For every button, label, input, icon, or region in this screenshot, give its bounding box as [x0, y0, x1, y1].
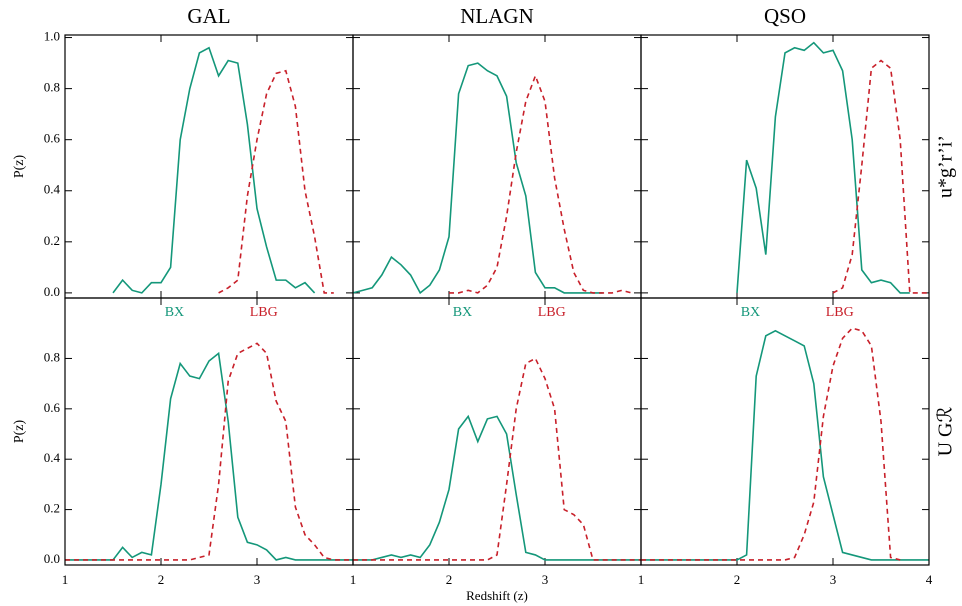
- row-label: U Gℛ: [935, 407, 957, 457]
- series-line: [641, 327, 901, 561]
- x-tick-label: 1: [350, 572, 357, 587]
- y-tick-label: 0.8: [44, 80, 60, 95]
- series-label: BX: [453, 305, 472, 320]
- panel-frame: [640, 297, 930, 566]
- panel-frame: [640, 34, 930, 299]
- series-label: LBG: [250, 305, 278, 320]
- series-line: [352, 62, 603, 295]
- panel-frame: [352, 34, 642, 299]
- panel-title: QSO: [764, 4, 806, 28]
- x-tick-label: 3: [830, 572, 837, 587]
- y-tick-label: 0.2: [44, 233, 60, 248]
- y-axis-label: P(z): [12, 420, 27, 444]
- y-axis-label: P(z): [12, 155, 27, 179]
- series-line: [218, 69, 334, 294]
- y-tick-label: 1.0: [44, 29, 60, 44]
- y-tick-label: 0.2: [44, 501, 60, 516]
- series-line: [641, 329, 929, 561]
- y-tick-label: 0.4: [44, 450, 61, 465]
- series-label: BX: [741, 305, 760, 320]
- y-tick-label: 0.6: [44, 131, 61, 146]
- series-line: [449, 73, 632, 294]
- y-tick-label: 0.6: [44, 400, 61, 415]
- x-tick-label: 2: [734, 572, 741, 587]
- x-tick-label: 1: [62, 572, 69, 587]
- y-tick-label: 0.4: [44, 182, 61, 197]
- y-tick-label: 0.0: [44, 551, 60, 566]
- panel-title: GAL: [187, 4, 230, 28]
- x-tick-label: 3: [542, 572, 549, 587]
- row-label: u*g’r’i’: [935, 135, 957, 198]
- x-axis-label: Redshift (z): [466, 588, 528, 603]
- series-line: [353, 357, 641, 561]
- series-label: BX: [165, 305, 184, 320]
- series-line: [65, 351, 353, 561]
- x-tick-label: 1: [638, 572, 645, 587]
- series-line: [65, 342, 353, 561]
- panel-frame: [352, 297, 642, 566]
- series-line: [353, 414, 641, 561]
- panel-title: NLAGN: [460, 4, 534, 28]
- y-tick-label: 0.8: [44, 349, 60, 364]
- panel-frame: [64, 34, 354, 299]
- x-tick-label: 2: [158, 572, 165, 587]
- x-tick-label: 4: [926, 572, 933, 587]
- series-line: [112, 46, 316, 294]
- series-label: LBG: [538, 305, 566, 320]
- x-tick-label: 3: [254, 572, 261, 587]
- y-tick-label: 0.0: [44, 284, 60, 299]
- x-tick-label: 2: [446, 572, 453, 587]
- series-label: LBG: [826, 305, 854, 320]
- panel-frame: [64, 297, 354, 566]
- series-line: [736, 41, 910, 294]
- series-line: [832, 59, 929, 294]
